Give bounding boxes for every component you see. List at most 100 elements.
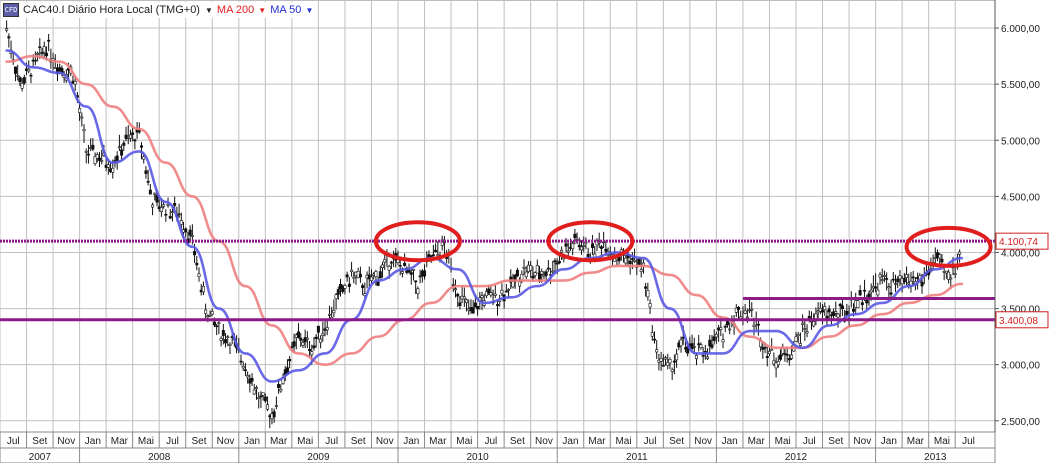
price-candle-body — [902, 278, 906, 283]
price-candle-body — [7, 36, 11, 39]
price-candle-body — [776, 361, 780, 366]
price-candle-body — [911, 276, 915, 279]
price-candle-body — [316, 325, 320, 333]
y-tick-label: 5.000,00 — [1001, 136, 1040, 147]
caret-down-icon: ▼ — [305, 6, 314, 15]
price-candle-body — [219, 338, 223, 341]
price-candle-body — [564, 243, 568, 247]
plot-area — [0, 0, 996, 433]
price-candle-body — [462, 296, 466, 300]
x-month-label: Nov — [694, 436, 712, 447]
ma200-legend[interactable]: MA 200 ▼ — [217, 4, 266, 16]
x-month-label: Jan — [85, 436, 101, 447]
price-candle-body — [480, 295, 484, 298]
price-candle-body — [812, 321, 816, 327]
instrument-label[interactable]: CAC40.I Diário Hora Local (TMG+0) — [23, 4, 200, 16]
ma50-legend[interactable]: MA 50 ▼ — [270, 4, 313, 16]
price-candle-body — [557, 261, 561, 264]
price-candle-body — [920, 282, 924, 287]
price-candle-body — [423, 270, 427, 277]
x-month-label: Mar — [748, 436, 766, 447]
price-candle-body — [193, 251, 197, 256]
price-candle-body — [33, 59, 37, 62]
price-candle-body — [938, 254, 942, 259]
price-candle-body — [566, 250, 570, 253]
y-tick-label: 4.500,00 — [1001, 192, 1040, 203]
price-candle-body — [131, 132, 135, 135]
price-candle-body — [18, 77, 22, 83]
price-candle-body — [714, 333, 718, 338]
price-candle-body — [487, 288, 491, 294]
y-tick-label: 5.500,00 — [1001, 80, 1040, 91]
price-candle-body — [818, 307, 822, 312]
price-candle-body — [586, 253, 590, 257]
price-candle-body — [522, 266, 526, 269]
price-candle-body — [263, 396, 267, 402]
price-candle-body — [591, 243, 595, 248]
caret-down-icon[interactable]: ▼ — [204, 5, 213, 15]
price-candle-body — [190, 235, 194, 237]
price-candle-body — [292, 341, 296, 347]
price-candle-body — [650, 332, 654, 337]
price-candle-body — [146, 181, 150, 183]
price-candle-body — [604, 248, 608, 252]
price-candle-body — [117, 146, 121, 149]
x-month-label: Mar — [588, 436, 606, 447]
x-month-label: Jan — [403, 436, 419, 447]
price-candle-body — [617, 256, 621, 262]
price-candle-body — [115, 155, 119, 161]
price-candle-body — [533, 272, 537, 276]
x-year-label: 2013 — [924, 452, 947, 463]
price-candle-body — [376, 281, 380, 286]
price-candle-body — [279, 388, 283, 392]
price-candle-body — [106, 164, 110, 168]
price-candle-body — [277, 384, 281, 388]
price-candle-body — [560, 249, 564, 253]
price-candle-body — [851, 308, 855, 312]
price-candle-body — [124, 134, 128, 139]
price-candle-body — [453, 288, 457, 291]
price-candle-body — [659, 358, 663, 362]
price-candle-body — [898, 275, 902, 280]
price-candle-body — [44, 52, 48, 57]
price-candle-body — [495, 304, 499, 306]
price-candle-body — [672, 360, 676, 363]
price-candle-body — [456, 293, 460, 297]
price-candle-body — [111, 167, 115, 173]
level-label: 3.400,08 — [999, 316, 1038, 327]
price-candle-body — [694, 355, 698, 360]
price-candle-body — [858, 290, 862, 296]
price-candle-body — [573, 233, 577, 239]
price-candle-body — [639, 269, 643, 272]
price-candle-body — [168, 216, 172, 219]
price-candle-body — [47, 39, 51, 42]
price-candle-body — [785, 354, 789, 356]
price-candle-body — [407, 269, 411, 273]
price-candle-body — [398, 264, 402, 267]
x-month-label: Mar — [270, 436, 288, 447]
price-candle-body — [321, 333, 325, 336]
price-candle-body — [500, 289, 504, 294]
price-candle-body — [201, 286, 205, 293]
price-candle-body — [347, 283, 351, 287]
price-candle-body — [296, 331, 300, 338]
price-candle-body — [507, 289, 511, 291]
x-month-label: Jan — [562, 436, 578, 447]
price-candle-body — [531, 275, 535, 279]
price-candle-body — [212, 321, 216, 326]
caret-down-icon: ▼ — [258, 6, 267, 15]
price-candle-body — [708, 339, 712, 347]
x-year-label: 2007 — [29, 452, 52, 463]
price-candle-body — [725, 320, 729, 326]
price-candle-body — [889, 292, 893, 295]
price-candle-body — [750, 308, 754, 311]
price-candle-body — [343, 285, 347, 289]
price-candle-body — [162, 204, 166, 207]
x-year-label: 2012 — [785, 452, 808, 463]
price-candle-body — [215, 325, 219, 328]
price-candle-body — [699, 344, 703, 349]
price-candle-body — [42, 46, 46, 53]
price-candle-body — [361, 285, 365, 288]
